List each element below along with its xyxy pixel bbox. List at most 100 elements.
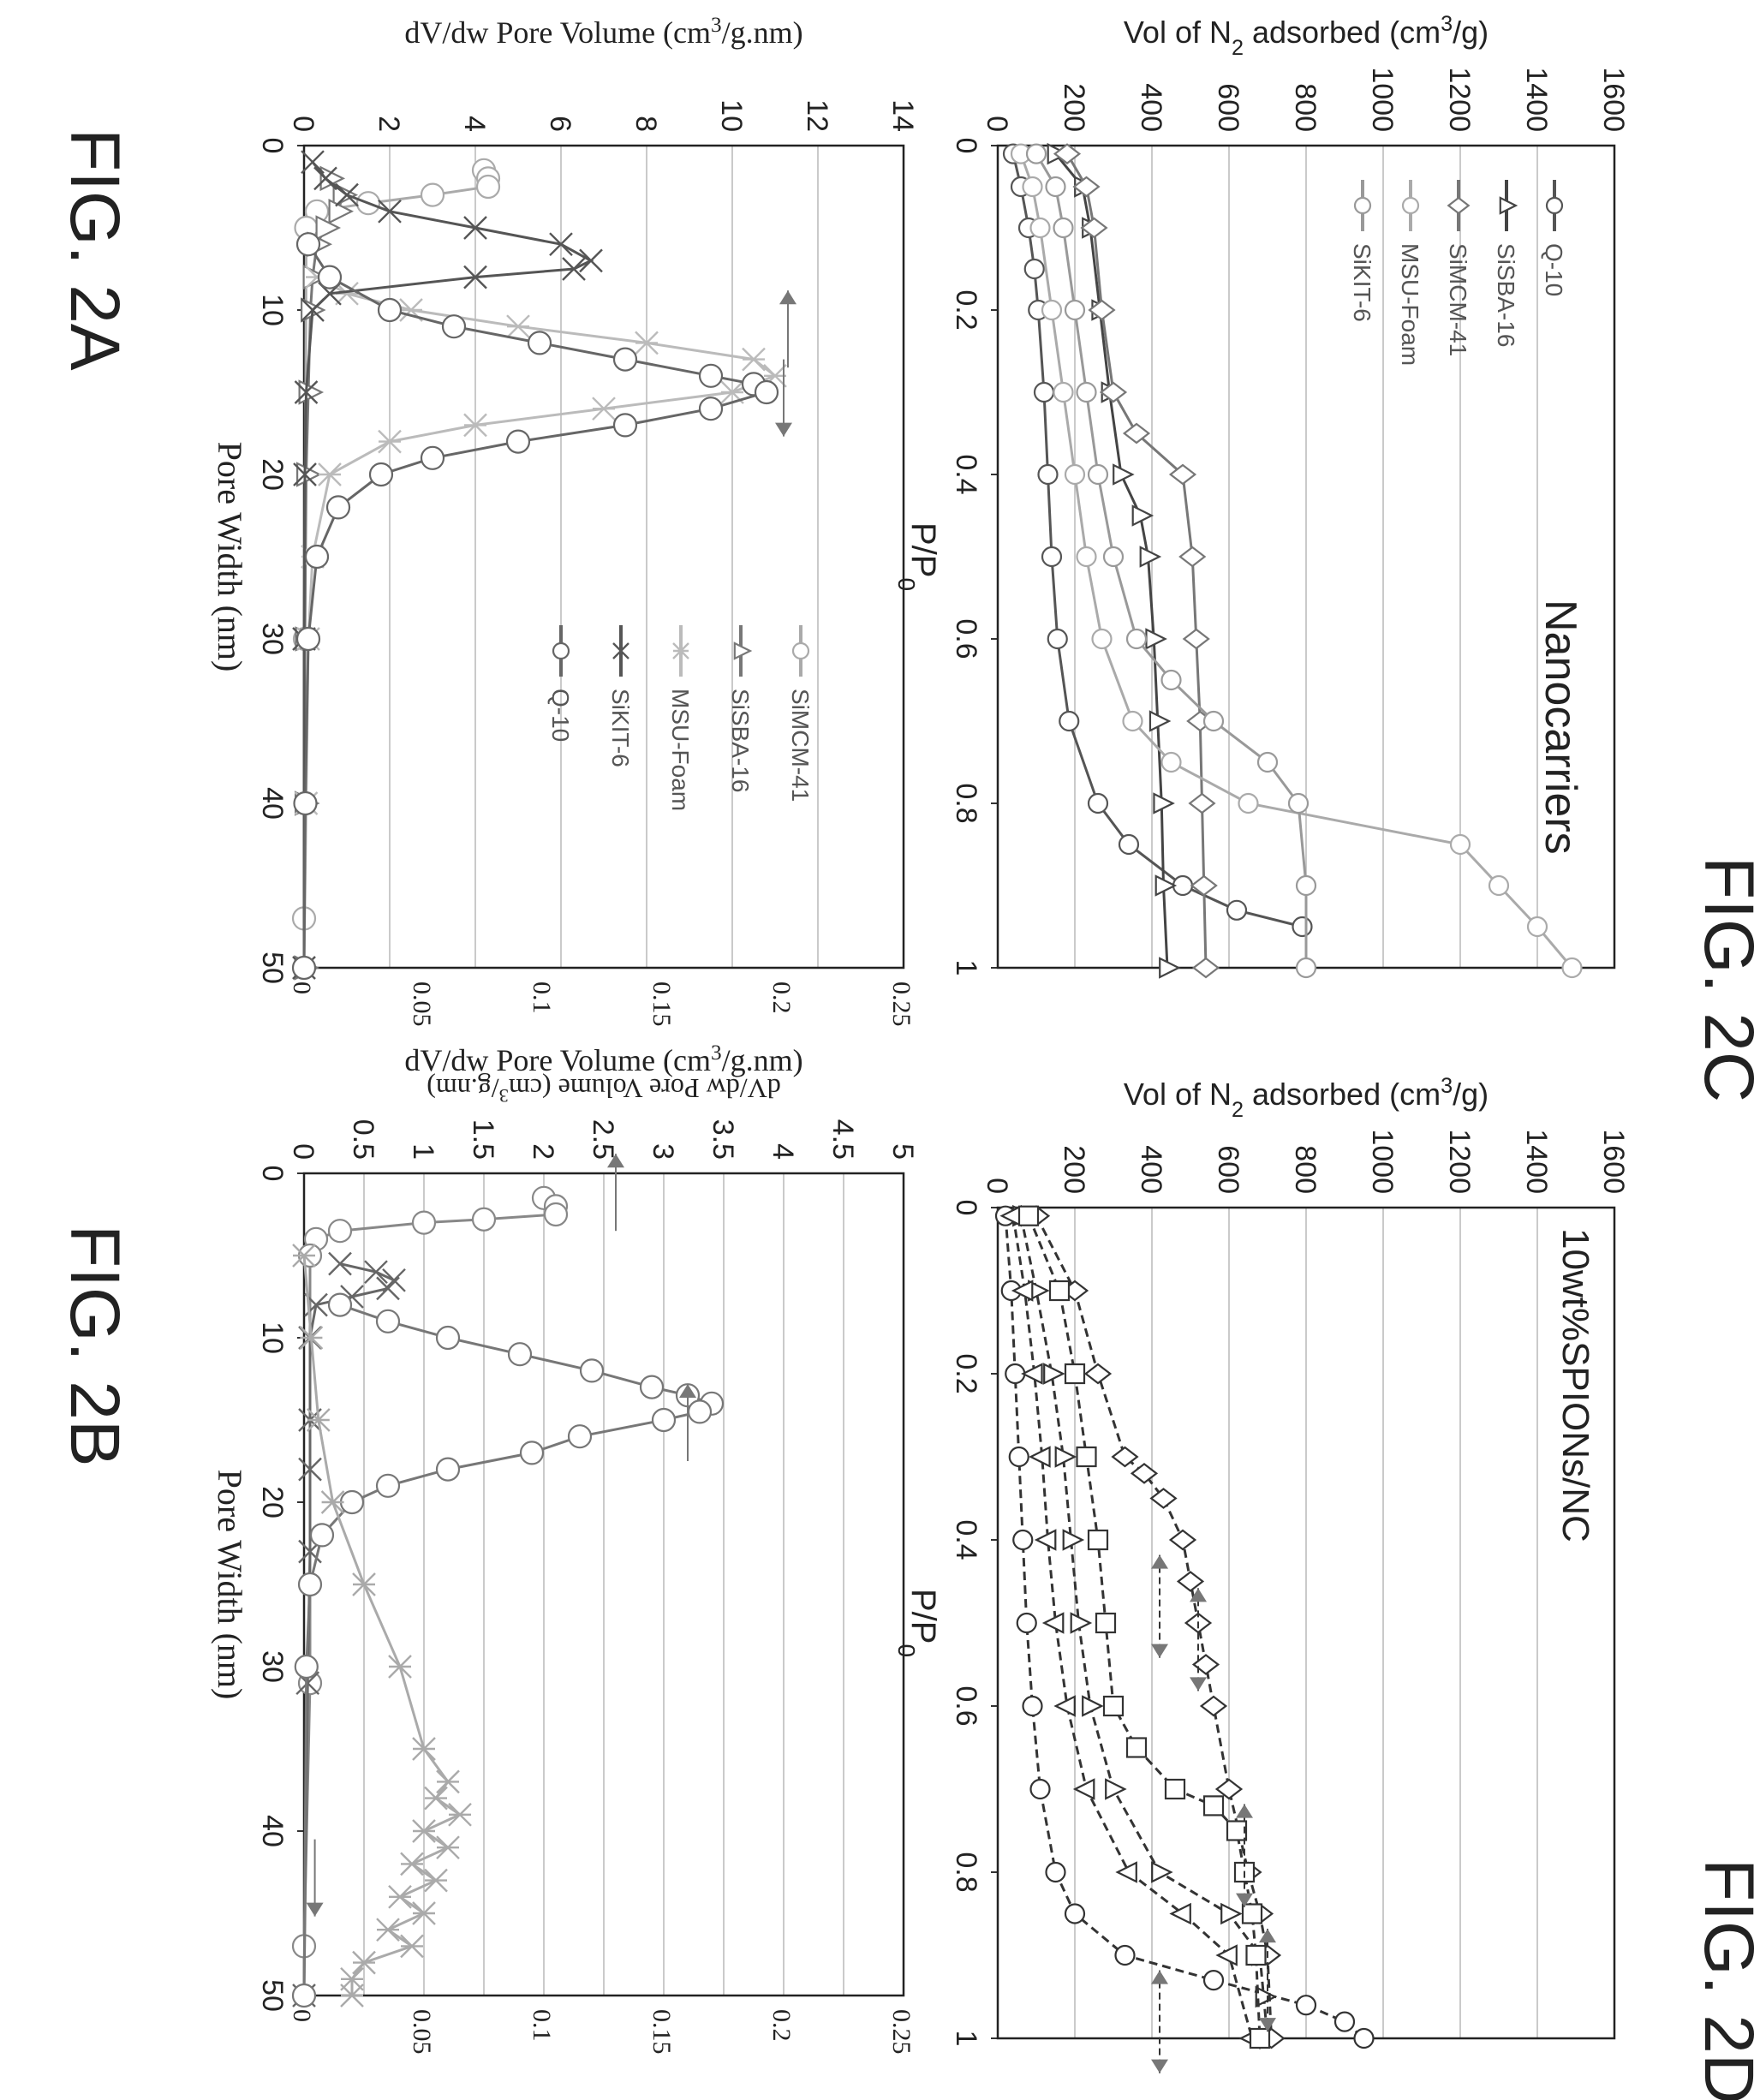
fig2a-ytick-label: 1200 bbox=[1443, 67, 1476, 132]
fig2c-data-point bbox=[592, 397, 616, 421]
fig2a-data-point bbox=[1087, 463, 1109, 486]
fig2b-hysteresis-arrow bbox=[1151, 1970, 1168, 2073]
fig2b-data-point bbox=[1114, 1944, 1136, 1966]
fig2b-data-point bbox=[1087, 1529, 1109, 1551]
fig2d-data-point bbox=[327, 1292, 353, 1317]
fig2a-data-point bbox=[1295, 957, 1317, 979]
fig2d-ytick-label: 3.5 bbox=[707, 1119, 739, 1160]
fig2b-hysteresis-arrow-head bbox=[1151, 2059, 1168, 2073]
fig2b-data-point bbox=[1202, 1970, 1225, 1991]
fig2b-hysteresis-arrow-head bbox=[1190, 1677, 1207, 1691]
fig2c-data-point bbox=[313, 166, 337, 191]
fig2a-ytick-label: 400 bbox=[1135, 83, 1167, 132]
fig2b-ytick-label: 1200 bbox=[1443, 1129, 1476, 1194]
fig2b-data-point bbox=[1215, 1944, 1238, 1966]
fig2c-xtick-label: 10 bbox=[256, 294, 289, 326]
fig2b-data-point bbox=[1202, 1795, 1225, 1817]
fig2c-data-point bbox=[579, 248, 603, 273]
fig2b-data-point bbox=[1105, 1778, 1127, 1800]
fig2b-chart: 0 200 400 600 800 1000 1200 1400 1600 0 0.2 0.4 0.6 0… bbox=[894, 1074, 1630, 2073]
fig2c-data-point bbox=[549, 232, 573, 257]
fig2d-axis-arrow-head bbox=[679, 1384, 696, 1398]
fig2a-data-point bbox=[1226, 899, 1248, 921]
fig2b-xtick-label: 1 bbox=[950, 2031, 982, 2047]
fig2a-data-point bbox=[1160, 669, 1182, 691]
figure-2d: FIG. 2D 0 0.5 1 1.5 2 2.5 3 3.5 4 4.5 501020304050… bbox=[211, 1041, 1760, 2100]
fig2d-xtick-label: 30 bbox=[256, 1650, 289, 1683]
fig2b-data-point bbox=[1220, 1902, 1243, 1925]
fig2a-data-point bbox=[1099, 381, 1128, 403]
fig2b-series-line bbox=[1027, 1215, 1262, 2039]
fig2c-data-point bbox=[328, 199, 355, 224]
fig2a-data-point bbox=[1080, 217, 1108, 239]
fig2d-xlabel: Pore Width (nm) bbox=[211, 1470, 249, 1700]
fig2c-title: FIG. 2C bbox=[1690, 856, 1760, 1102]
fig2b-data-point bbox=[1021, 1363, 1043, 1385]
fig2c-ytick-label: 6 bbox=[544, 116, 576, 132]
fig2b-data-point bbox=[1255, 1985, 1278, 2008]
fig2c-legend-marker bbox=[733, 641, 753, 660]
fig2c-data-point bbox=[612, 413, 638, 438]
fig2d-axis-arrow-head bbox=[306, 1902, 324, 1917]
fig2b-data-point bbox=[1241, 1903, 1263, 1924]
fig2c-data-point bbox=[698, 397, 724, 421]
fig2c-data-point bbox=[317, 265, 343, 289]
fig2b-data-point bbox=[1043, 1363, 1065, 1385]
fig2c-ytick-label: 10 bbox=[715, 99, 748, 132]
fig2d-ytick-label: 1.5 bbox=[467, 1119, 499, 1160]
fig2d-data-point bbox=[687, 1399, 713, 1424]
fig2a-data-point bbox=[1022, 176, 1043, 198]
fig2d-data-point bbox=[436, 1769, 460, 1794]
fig2a-data-point bbox=[1059, 710, 1080, 732]
fig2c-series-group bbox=[291, 150, 787, 981]
fig2a-data-point bbox=[1188, 792, 1216, 814]
fig2a-data-point bbox=[1160, 751, 1182, 773]
fig2d-data-point bbox=[436, 1835, 460, 1860]
fig2a-data-point bbox=[1191, 957, 1220, 979]
fig2c-data-point bbox=[463, 265, 487, 289]
fig2c-y2label: dV/dw Pore Volume (cm3/g.nm) bbox=[427, 1073, 781, 1107]
fig2d-data-point bbox=[412, 1819, 436, 1843]
fig2a-data-point bbox=[1076, 381, 1097, 403]
fig2d-ytick-label: 1 bbox=[407, 1143, 439, 1160]
fig2c-xtick-label: 40 bbox=[256, 787, 289, 820]
fig2d-data-point bbox=[651, 1407, 677, 1433]
fig2b-data-point bbox=[1115, 1861, 1137, 1883]
fig2d-axis-arrow bbox=[607, 1154, 624, 1232]
fig2c-data-point bbox=[304, 544, 330, 570]
fig2b-data-point bbox=[1072, 1778, 1095, 1800]
fig2b-data-point bbox=[1012, 1529, 1034, 1551]
fig2a-data-point bbox=[1053, 381, 1074, 403]
fig2d-data-point bbox=[412, 1737, 436, 1761]
fig2b-data-point bbox=[1022, 1695, 1043, 1717]
fig2a-data-point bbox=[1153, 792, 1175, 814]
fig2c-ytick-label: 4 bbox=[458, 116, 491, 132]
fig2a-data-point bbox=[1238, 792, 1259, 814]
fig2c-data-point bbox=[506, 314, 530, 339]
fig2b-hysteresis-arrow bbox=[1259, 1929, 1276, 2032]
fig2c-y2tick-label: 0.1 bbox=[528, 981, 556, 1014]
fig2d-xtick-label: 50 bbox=[256, 1979, 289, 2012]
fig2a-data-point bbox=[1122, 710, 1143, 732]
fig2d-ytick-label: 0 bbox=[287, 1143, 319, 1160]
fig2b-data-point bbox=[1008, 1446, 1029, 1468]
fig2a-data-point bbox=[1088, 299, 1116, 321]
fig2b-data-point bbox=[1130, 1463, 1159, 1484]
rotated-content-frame: FIG. 2A 0 200 400 600 800 1000 1200 1400 160000.… bbox=[56, 12, 1760, 2100]
fig2b-data-point bbox=[1176, 1571, 1205, 1592]
fig2c-data-point bbox=[378, 199, 402, 224]
fig2c-data-point bbox=[420, 182, 445, 207]
fig2a-data-point bbox=[1125, 628, 1148, 650]
fig2a-data-point bbox=[1041, 299, 1063, 321]
fig2c-legend-marker bbox=[612, 642, 629, 659]
fig2b-ytick-label: 400 bbox=[1135, 1145, 1167, 1194]
fig2b-hysteresis-arrow-head bbox=[1151, 1644, 1168, 1658]
fig2c-ytick-label: 14 bbox=[886, 99, 919, 132]
fig2b-series-line bbox=[1011, 1215, 1254, 2039]
fig2c-series-line bbox=[302, 177, 344, 969]
fig2a-xtick-label: 0.8 bbox=[950, 783, 982, 823]
fig2a-data-point bbox=[1064, 299, 1086, 321]
fig2c-data-point bbox=[293, 790, 318, 816]
fig2a-legend-marker bbox=[1499, 196, 1518, 215]
fig2c-data-point bbox=[505, 429, 531, 454]
